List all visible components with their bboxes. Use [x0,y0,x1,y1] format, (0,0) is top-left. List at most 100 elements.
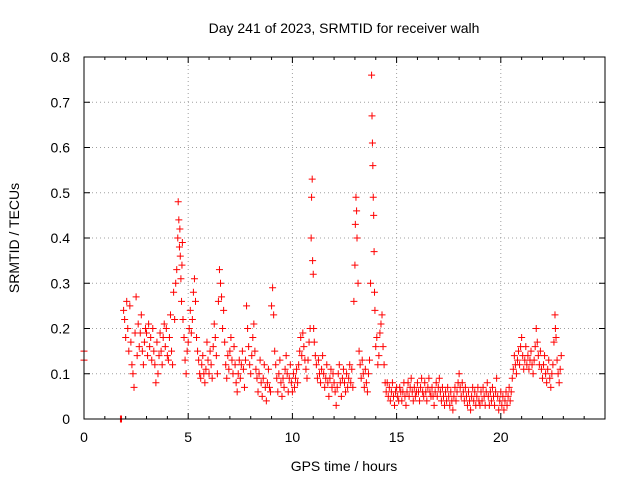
data-point [201,379,209,387]
data-point [420,392,428,400]
data-point [255,370,263,378]
data-point [258,392,266,400]
data-point [308,193,316,201]
data-point [525,365,533,373]
y-tick-label: 0.4 [51,230,71,246]
data-point [516,361,524,369]
data-point [487,397,495,405]
data-point [307,234,315,242]
data-point [348,365,356,373]
data-point [479,383,487,391]
data-point [338,374,346,382]
data-point [339,365,347,373]
data-point [391,401,399,409]
data-point [317,379,325,387]
data-point [542,370,550,378]
x-tick-labels: 0 5 10 15 20 [80,429,509,445]
data-point [171,315,179,323]
data-point [121,315,129,323]
data-point [325,392,333,400]
data-point [268,302,276,310]
data-point [334,370,342,378]
data-point [346,361,354,369]
data-point [303,374,311,382]
data-point [304,356,312,364]
data-point [351,220,359,228]
data-point [140,338,148,346]
data-point [353,207,361,215]
data-point [345,374,353,382]
data-point [555,379,563,387]
data-point [368,112,376,120]
data-point [464,388,472,396]
data-point [270,311,278,319]
data-point [130,383,138,391]
data-point [181,356,189,364]
data-point [205,370,213,378]
data-point [545,356,553,364]
x-tick-label: 5 [184,429,192,445]
data-point [352,193,360,201]
data-point [198,361,206,369]
data-point [132,293,140,301]
data-point [402,401,410,409]
data-point [376,329,384,337]
data-point [357,374,365,382]
data-point [362,379,370,387]
data-point [388,379,396,387]
data-point [341,379,348,387]
data-point [160,320,168,328]
data-point [254,388,262,396]
data-point [551,311,559,319]
data-point [356,361,364,369]
data-point [380,361,388,369]
data-point [182,370,190,378]
data-point [199,352,207,360]
data-point [239,365,247,373]
y-tick-label: 0.1 [51,366,71,382]
data-point [134,320,142,328]
data-point [218,293,226,301]
data-point [483,379,491,387]
data-point [318,365,326,373]
y-tick-label: 0.6 [51,140,71,156]
data-point [493,374,501,382]
data-point [331,388,339,396]
data-point [549,361,557,369]
chart-title: Day 241 of 2023, SRMTID for receiver wal… [209,20,480,36]
data-point [333,383,341,391]
data-point [518,334,526,342]
data-point [233,388,241,396]
data-point [151,361,159,369]
data-point [267,388,275,396]
x-tick-label: 0 [80,429,88,445]
data-point [368,71,376,79]
data-point [120,306,128,314]
data-point [224,352,232,360]
data-point [478,397,486,405]
data-point [450,392,458,400]
data-point [367,279,375,287]
data-point [273,374,281,382]
y-tick-label: 0.2 [51,321,71,337]
data-point [432,379,440,387]
data-point [238,347,246,355]
data-point [300,343,308,351]
data-point [166,311,174,319]
data-point [428,383,436,391]
data-point [175,243,183,251]
data-point [232,379,240,387]
data-point [194,347,202,355]
data-point [366,356,374,364]
data-point [537,365,545,373]
data-point [527,347,535,355]
data-point [461,383,469,391]
data-point [136,329,144,337]
data-point [552,334,560,342]
data-point [299,329,307,337]
data-point [124,325,132,332]
data-point [508,374,516,382]
data-point [512,370,520,378]
data-point [240,383,248,391]
data-point [220,306,228,314]
